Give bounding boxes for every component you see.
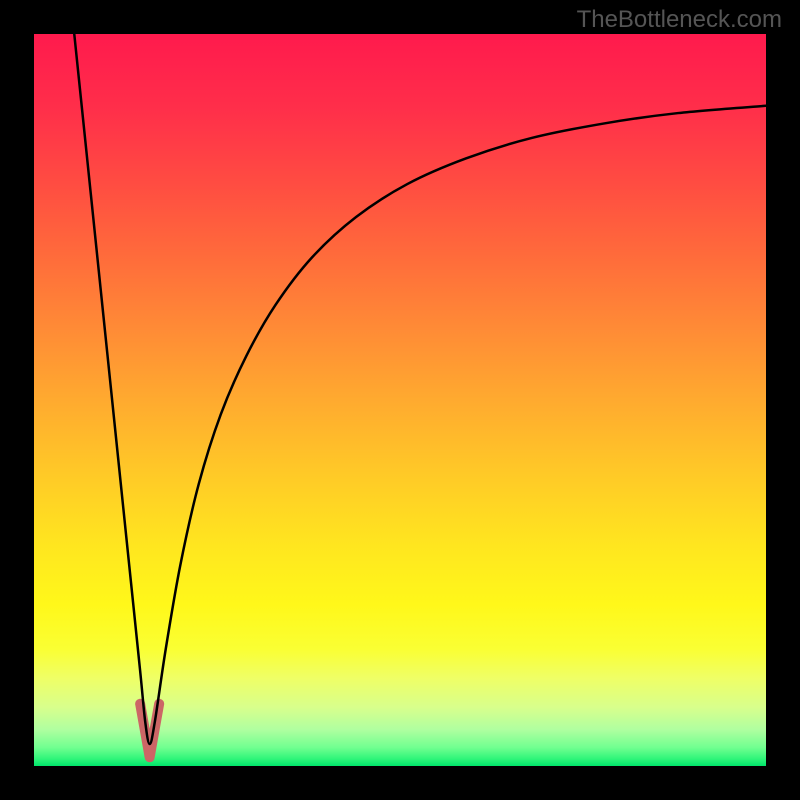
watermark-label: TheBottleneck.com <box>577 6 782 34</box>
plot-area <box>34 34 766 766</box>
bottleneck-curve <box>74 34 766 744</box>
chart-container: TheBottleneck.com <box>0 0 800 800</box>
curve-layer <box>34 34 766 766</box>
